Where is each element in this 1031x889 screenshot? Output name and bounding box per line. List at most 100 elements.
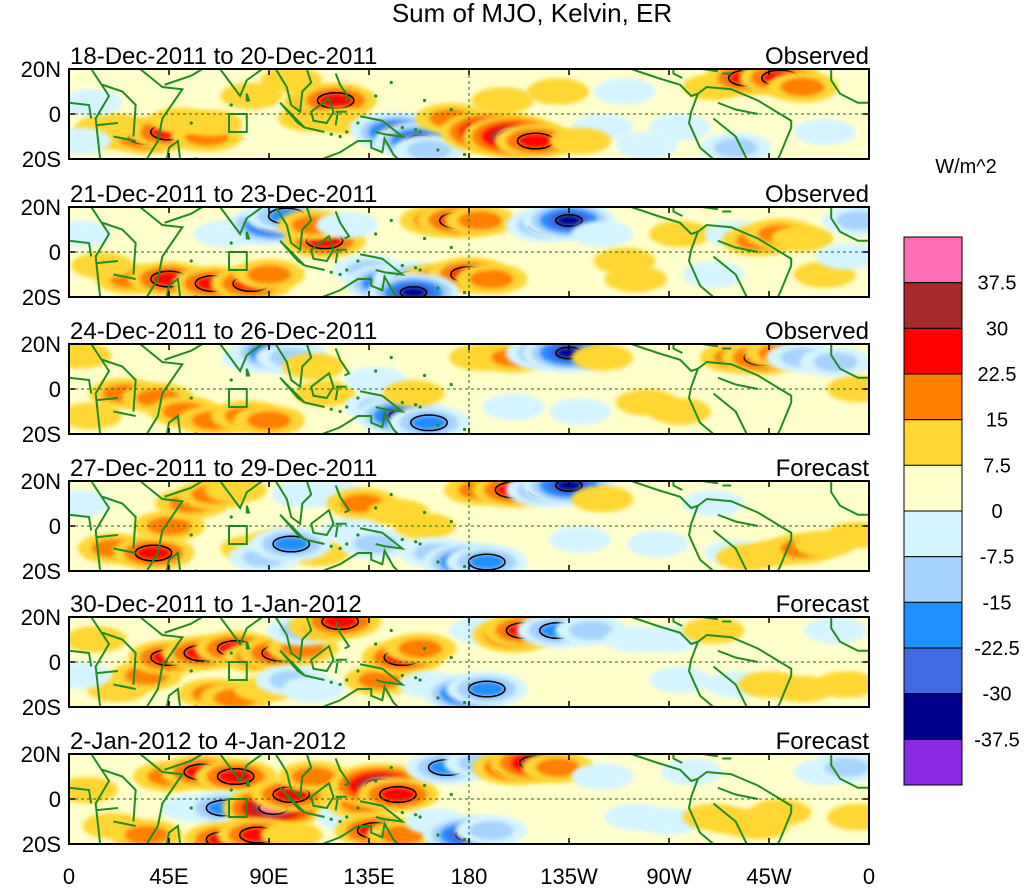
anomaly-contour [826,803,869,831]
anomaly-blob [471,87,534,114]
coastline [69,101,93,119]
y-tick-label: 20N [21,469,61,494]
coastline [165,824,182,844]
y-tick-label: 0 [49,377,61,402]
anomaly-contour [517,133,554,149]
coastline [359,800,406,823]
coastline [630,69,699,98]
anomaly-contour [535,758,581,777]
island [356,259,360,263]
anomaly-contour [526,78,589,105]
coastline [69,376,93,394]
y-tick-label: 20N [21,605,61,630]
coastline [334,758,351,787]
coastline [697,497,793,571]
anomaly-contour [571,344,634,371]
anomaly-blob [455,263,528,295]
anomaly-blob [810,754,869,783]
contour-line [555,214,583,227]
x-tick-label: 0 [863,864,875,889]
anomaly-blob [494,123,577,159]
coastline [274,481,313,526]
y-tick-label: 20S [22,285,61,310]
colorbar-swatch [903,419,963,466]
island [389,355,393,360]
coastline [164,481,203,498]
anomaly-blob [71,252,134,279]
anomaly-blob [793,118,856,146]
island [329,680,333,684]
anomaly-blob [615,132,678,159]
anomaly-blob [571,220,634,248]
y-tick-label: 20S [22,832,61,857]
coastline [672,344,683,354]
y-tick-label: 20S [22,695,61,720]
colorbar-swatch [903,464,963,512]
anomaly-blob [771,225,834,252]
anomaly-blob [382,380,445,407]
island [414,676,418,680]
island [389,492,393,497]
coastline [274,754,313,799]
coastline [219,754,263,784]
panel-4: 20N 0 20S 27-Dec-2011 to 29-Dec-2011 Forecas… [21,455,870,584]
coastline [359,253,406,276]
anomaly-blob [749,799,812,826]
y-tick-label: 20S [22,147,61,172]
anomaly-blob [815,671,869,698]
anomaly-blob [826,521,869,549]
anomaly-contour [780,77,825,97]
anomaly-blob [445,671,528,707]
coastline [164,207,203,224]
anomaly-contour [246,411,292,430]
anomaly-contour [804,617,867,644]
coastline [95,83,137,142]
coastline [139,481,185,571]
island [449,382,453,387]
island [345,542,349,546]
coastline [219,207,263,237]
anomaly-contour [315,211,378,239]
coastline [245,368,251,377]
anomaly-blob [444,207,517,236]
island [449,792,453,797]
panel-period: 27-Dec-2011 to 29-Dec-2011 [70,455,377,482]
coastline [334,522,347,538]
anomaly-field [69,754,869,844]
anomaly-blob [260,821,323,844]
anomaly-contour [549,526,612,553]
island [329,270,333,274]
island [418,815,422,819]
colorbar-units: W/m^2 [935,156,997,178]
coastline [830,344,869,379]
anomaly-contour [468,681,505,697]
panel-5: 20N 0 20S 30-Dec-2011 to 1-Jan-2012 Forecast [21,591,870,720]
anomaly-contour [317,92,354,109]
anomaly-blob [69,127,112,155]
coastline [334,795,347,811]
island [329,544,333,548]
island [462,152,467,157]
coastline [359,527,406,550]
y-tick-label: 20S [22,422,61,447]
coastline [712,376,759,434]
anomaly-blob [571,344,634,371]
coastline [830,754,869,789]
island [422,646,427,651]
coastline [245,505,251,514]
panel-status: Forecast [776,728,870,755]
coastline [279,377,306,404]
island [418,130,422,134]
island [436,286,440,290]
coastline [830,617,869,652]
colorbar-swatch [903,693,963,740]
anomaly-blob [649,666,712,694]
panel-period: 21-Dec-2011 to 23-Dec-2011 [70,181,377,208]
anomaly-blob [69,344,112,369]
island [462,837,467,842]
island [414,403,418,407]
contour-line [321,617,360,631]
colorbar-label: 7.5 [983,455,1011,477]
island [418,268,422,272]
